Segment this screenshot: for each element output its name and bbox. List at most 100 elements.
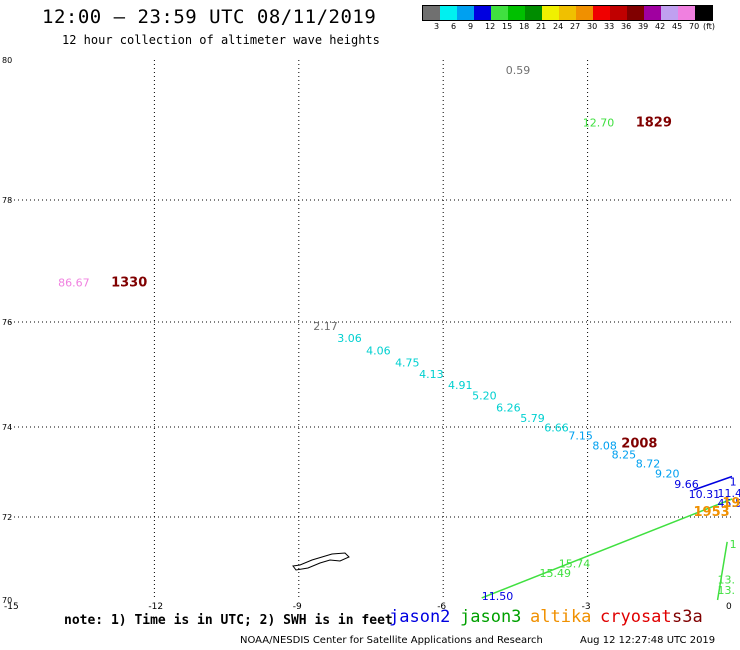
- jan-mayen-island-outline: [292, 552, 350, 571]
- legend-swatch: [542, 6, 559, 20]
- pass-time-label: 1829: [636, 116, 672, 131]
- swh-reading: 4.13: [419, 368, 444, 381]
- swh-reading: 9.66: [674, 478, 699, 491]
- lon-axis-label: -15: [4, 602, 19, 612]
- legend-swatch: [457, 6, 474, 20]
- legend-swatch: [644, 6, 661, 20]
- legend-label: 3: [434, 22, 440, 31]
- legend-label: 36: [621, 22, 632, 31]
- legend-swatch: [610, 6, 627, 20]
- legend-label: 21: [536, 22, 547, 31]
- satellite-key-cryosat: cryosat: [600, 607, 672, 627]
- legend-swatch: [423, 6, 440, 20]
- legend-swatch: [508, 6, 525, 20]
- legend-label: 18: [519, 22, 530, 31]
- wave-height-color-legend: [422, 5, 713, 21]
- legend-swatch: [525, 6, 542, 20]
- swh-reading: 4.91: [448, 379, 473, 392]
- wave-height-legend-labels: 3 6 9 12 15 18 21 24 27 30 33 36 39 42 45 70 (ft): [422, 22, 740, 34]
- swh-reading: 15.49: [539, 567, 571, 580]
- page-subtitle: 12 hour collection of altimeter wave hei…: [62, 33, 380, 47]
- satellite-track-line: [716, 541, 728, 601]
- legend-label: 70: [689, 22, 700, 31]
- satellite-track-line: [693, 475, 733, 491]
- lon-axis-label: -12: [148, 602, 163, 612]
- swh-reading: 2.17: [313, 320, 338, 333]
- swh-readings: 0.5912.7086.672.173.064.064.754.134.915.…: [58, 64, 740, 603]
- lon-axis-label: -6: [437, 602, 446, 612]
- legend-swatch: [559, 6, 576, 20]
- legend-label: 33: [604, 22, 615, 31]
- swh-reading: 8.72: [636, 458, 661, 471]
- legend-swatch: [593, 6, 610, 20]
- pass-time-label: 1953: [722, 496, 740, 511]
- legend-swatch: [474, 6, 491, 20]
- legend-label: 27: [570, 22, 581, 31]
- lat-lon-grid: [10, 60, 732, 600]
- legend-swatch: [695, 6, 712, 20]
- legend-label: 12: [485, 22, 496, 31]
- satellite-key-jason3: jason3: [460, 607, 522, 627]
- legend-swatch: [440, 6, 457, 20]
- swh-reading: 15.74: [559, 558, 591, 571]
- legend-swatch: [576, 6, 593, 20]
- page-title: 12:00 — 23:59 UTC 08/11/2019: [42, 6, 377, 28]
- satellite-key-s3a: s3a: [672, 607, 703, 627]
- lat-axis-label: 78: [2, 196, 12, 205]
- swh-reading: 13.: [718, 584, 736, 597]
- legend-label: 42: [655, 22, 666, 31]
- lat-axis-label: 70: [2, 596, 12, 605]
- pass-time-label: 1330: [111, 276, 147, 291]
- swh-reading: 0.59: [506, 64, 530, 77]
- swh-reading: 1: [730, 476, 737, 489]
- swh-reading: 4.06: [366, 345, 391, 358]
- lat-axis-label: 74: [2, 423, 12, 432]
- swh-reading: 8.25: [612, 449, 637, 462]
- legend-label: 39: [638, 22, 649, 31]
- swh-reading: 11.50: [482, 590, 514, 603]
- swh-reading: 9.20: [655, 467, 680, 480]
- legend-label: 9: [468, 22, 474, 31]
- swh-reading: 11.49: [718, 487, 740, 500]
- swh-reading: 5.20: [472, 390, 497, 403]
- swh-reading: 8.08: [592, 440, 617, 453]
- lon-axis-label: 0: [726, 602, 732, 612]
- legend-label: 45: [672, 22, 683, 31]
- legend-swatch: [661, 6, 678, 20]
- generated-timestamp: Aug 12 12:27:48 UTC 2019: [580, 635, 716, 646]
- swh-reading: 45.59: [718, 497, 740, 510]
- pass-time-label: 2008: [621, 436, 657, 451]
- legend-swatch: [491, 6, 508, 20]
- legend-swatch: [678, 6, 695, 20]
- satellite-track-line: [481, 498, 733, 599]
- legend-unit-label: (ft): [703, 22, 716, 31]
- swh-reading: 12.70: [583, 117, 615, 130]
- axis-labels: 80 78 76 74 72 70-15 -12 -9 -6 -3 0: [2, 56, 732, 612]
- swh-reading: 3.06: [337, 332, 362, 345]
- lon-axis-label: -9: [293, 602, 302, 612]
- pass-time-labels: 1829 1330 2008 19531953: [111, 116, 740, 521]
- swh-reading: 1: [730, 538, 737, 551]
- lat-axis-label: 76: [2, 318, 12, 327]
- legend-label: 15: [502, 22, 513, 31]
- satellite-key-altika: altika: [530, 607, 592, 627]
- legend-label: 24: [553, 22, 564, 31]
- lat-axis-label: 80: [2, 56, 12, 65]
- swh-reading: 13.: [718, 573, 736, 586]
- swh-reading: 86.67: [58, 277, 89, 290]
- legend-label: 6: [451, 22, 457, 31]
- legend-swatch: [627, 6, 644, 20]
- island-outline: [292, 552, 350, 571]
- swh-reading: 4.75: [395, 357, 420, 370]
- lon-axis-label: -3: [582, 602, 591, 612]
- legend-label: 30: [587, 22, 598, 31]
- satellite-tracks: [481, 475, 733, 601]
- credit-text: NOAA/NESDIS Center for Satellite Applica…: [240, 635, 543, 646]
- lat-axis-label: 72: [2, 513, 12, 522]
- swh-reading: 6.26: [496, 401, 521, 414]
- swh-reading: 5.79: [520, 412, 545, 425]
- pass-time-label: 1953: [693, 505, 729, 520]
- satellite-key-jason2: jason2: [389, 607, 451, 627]
